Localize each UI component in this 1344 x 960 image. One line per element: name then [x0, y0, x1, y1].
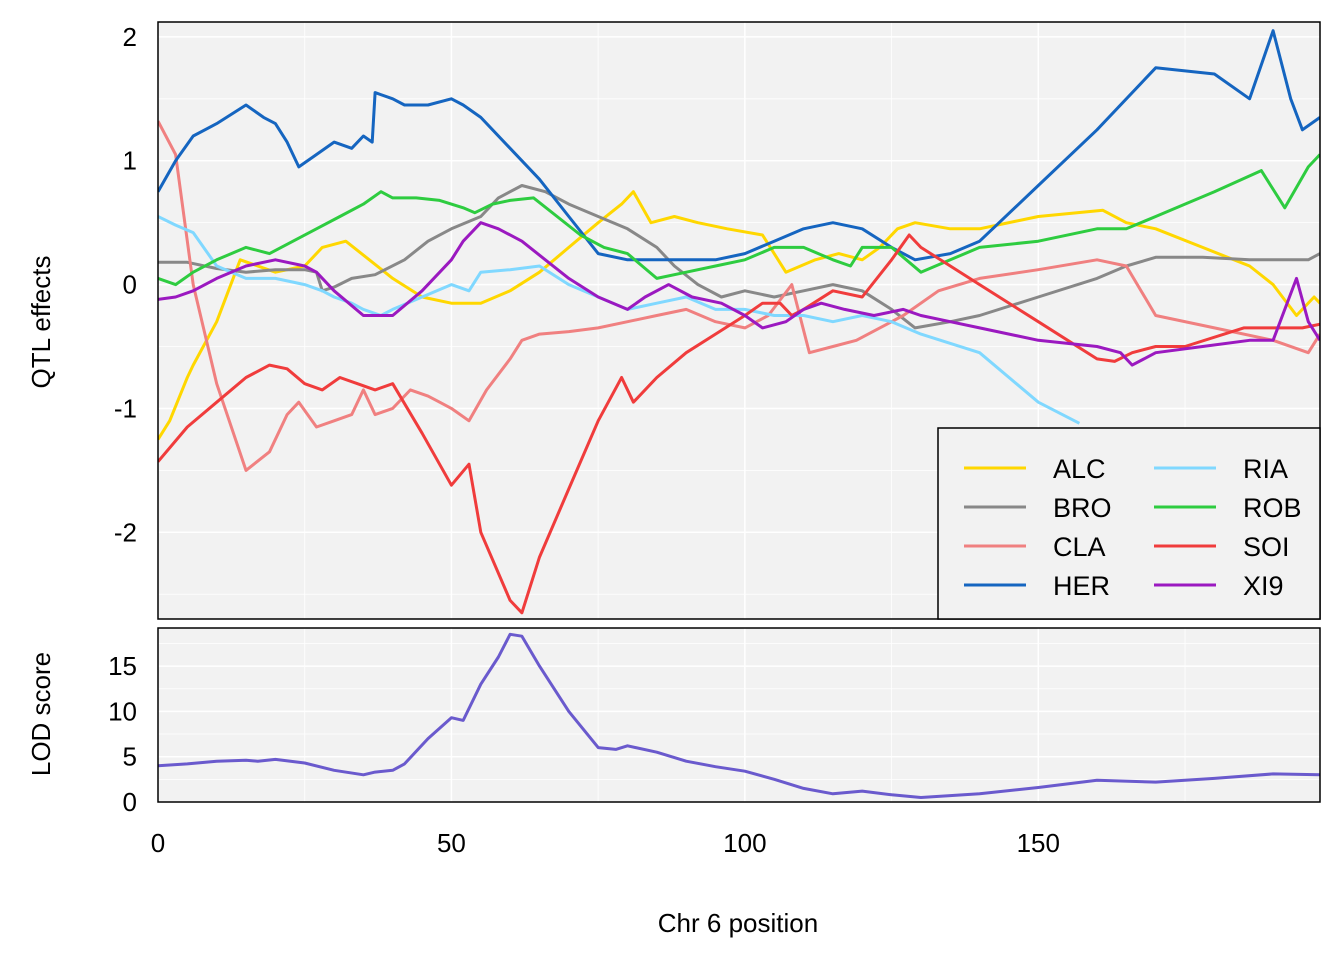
- x-tick-label: 0: [151, 828, 165, 858]
- series-line-cla: [158, 120, 1320, 472]
- effects-panel: -2 -1 0 1 2: [114, 21, 1321, 620]
- lod-line: [158, 632, 1320, 799]
- lod-y-tick-label: 0: [123, 787, 137, 817]
- legend-box: [937, 427, 1321, 620]
- effects-y-tick-label: -1: [114, 393, 137, 423]
- lod-series-group: [158, 632, 1320, 799]
- legend-label-xi9: XI9: [1243, 571, 1284, 601]
- lod-y-tick-label: 5: [123, 742, 137, 772]
- series-line-her: [158, 29, 1320, 262]
- series-line-soi: [158, 233, 1320, 615]
- lod-y-tick-label: 15: [108, 651, 137, 681]
- lod-plot-background: [158, 628, 1320, 802]
- series-line-xi9: [158, 221, 1320, 367]
- series-line-ria: [158, 215, 1081, 425]
- legend-label-her: HER: [1053, 571, 1110, 601]
- x-tick-label: 150: [1017, 828, 1060, 858]
- effects-y-tick-label: -2: [114, 517, 137, 547]
- legend-label-bro: BRO: [1053, 493, 1112, 523]
- legend-label-soi: SOI: [1243, 532, 1290, 562]
- legend-label-ria: RIA: [1243, 454, 1288, 484]
- effects-y-tick-label: 2: [123, 22, 137, 52]
- legend-label-rob: ROB: [1243, 493, 1302, 523]
- effects-panel-border: [157, 21, 1321, 620]
- legend: ALC BRO CLA HER RIA ROB SOI XI9: [937, 427, 1321, 620]
- effects-series-group: [158, 29, 1320, 615]
- series-line-rob: [158, 153, 1320, 287]
- effects-y-tick-label: 0: [123, 270, 137, 300]
- y-axis-label-lod: LOD score: [26, 652, 56, 776]
- x-tick-label: 100: [723, 828, 766, 858]
- lod-panel-border: [157, 627, 1321, 803]
- x-axis-label: Chr 6 position: [658, 908, 818, 938]
- legend-label-cla: CLA: [1053, 532, 1106, 562]
- y-axis-label-effects: QTL effects: [26, 256, 56, 389]
- series-line-alc: [158, 190, 1320, 441]
- effects-y-tick-label: 1: [123, 146, 137, 176]
- legend-label-alc: ALC: [1053, 454, 1106, 484]
- lod-y-tick-label: 10: [108, 696, 137, 726]
- x-tick-label: 50: [437, 828, 466, 858]
